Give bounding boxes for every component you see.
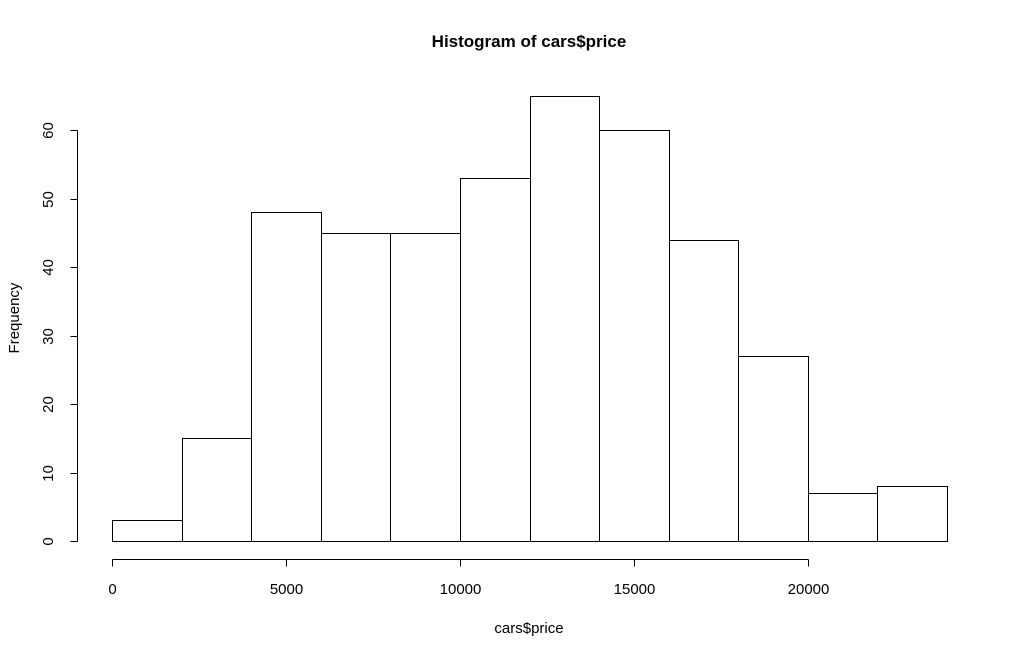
histogram-bar-1	[112, 520, 183, 542]
x-tick-label: 10000	[440, 581, 482, 598]
y-tick-label: 0	[40, 537, 57, 545]
histogram-bar-7	[530, 96, 600, 542]
y-tick-label: 20	[40, 396, 57, 413]
histogram-bar-11	[808, 493, 878, 542]
histogram-bar-6	[460, 178, 531, 542]
x-tick-label: 15000	[614, 581, 656, 598]
y-tick-label: 60	[40, 122, 57, 139]
histogram-bar-9	[669, 240, 739, 542]
x-tick-label: 0	[108, 581, 116, 598]
histogram-bar-10	[738, 356, 809, 542]
histogram-bar-5	[390, 233, 461, 542]
histogram-bar-12	[877, 486, 948, 542]
x-axis-label: cars$price	[494, 620, 563, 637]
histogram-bar-4	[321, 233, 391, 542]
y-axis: 0 10 20 30 40 50 60	[40, 122, 78, 546]
x-tick-label: 20000	[788, 581, 830, 598]
y-tick-label: 50	[40, 191, 57, 208]
x-axis: 0 5000 10000 15000 20000	[108, 559, 830, 598]
y-tick-label: 40	[40, 259, 57, 276]
x-tick-label: 5000	[270, 581, 303, 598]
chart-title: Histogram of cars$price	[432, 32, 627, 51]
histogram-bar-3	[251, 212, 322, 542]
y-tick-label: 30	[40, 328, 57, 345]
histogram-bar-2	[182, 438, 252, 542]
y-axis-label: Frequency	[6, 282, 23, 353]
bars-group	[112, 96, 948, 542]
histogram-bar-8	[599, 130, 670, 542]
y-tick-label: 10	[40, 465, 57, 482]
